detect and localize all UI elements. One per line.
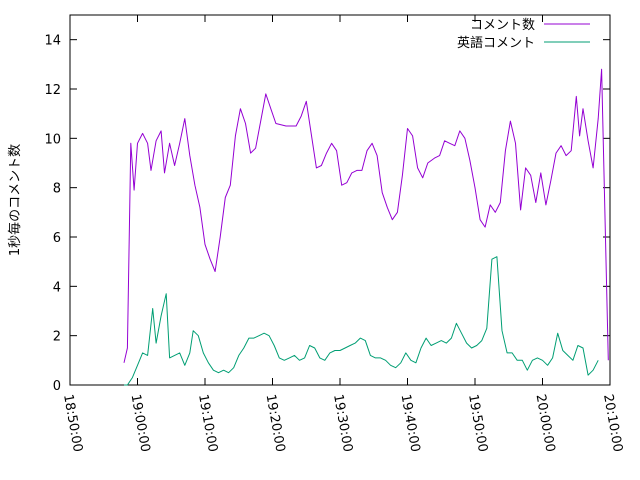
x-tick-label: 19:00:00 (128, 393, 153, 453)
series-line-2 (124, 256, 599, 386)
y-axis-label: 1秒毎のコメント数 (7, 144, 23, 256)
y-tick-label: 6 (53, 231, 61, 246)
y-tick-label: 14 (44, 34, 61, 49)
y-tick-label: 4 (53, 280, 61, 295)
legend-label: コメント数 (470, 18, 535, 33)
legend-label: 英語コメント (457, 35, 535, 51)
x-tick-label: 19:50:00 (465, 393, 490, 453)
y-tick-label: 2 (53, 330, 61, 345)
plot-frame (69, 14, 611, 386)
plot-border (69, 14, 611, 386)
series-lines (123, 68, 609, 386)
x-tick-label: 19:10:00 (195, 393, 220, 453)
x-tick-label: 20:00:00 (533, 393, 558, 453)
x-tick-label: 18:50:00 (60, 393, 85, 453)
x-tick-label: 20:10:00 (600, 393, 625, 453)
x-axis-ticks: 18:50:00 19:00:00 19:10:00 19:20:00 19:30:00… (60, 15, 625, 453)
x-tick-label: 19:20:00 (263, 393, 288, 453)
y-tick-label: 8 (53, 182, 61, 197)
y-tick-label: 10 (44, 132, 61, 147)
x-tick-label: 19:40:00 (398, 393, 423, 453)
y-tick-label: 0 (53, 379, 61, 394)
x-tick-label: 19:30:00 (330, 393, 355, 453)
y-tick-label: 12 (44, 83, 61, 98)
series-line-1 (123, 68, 609, 363)
